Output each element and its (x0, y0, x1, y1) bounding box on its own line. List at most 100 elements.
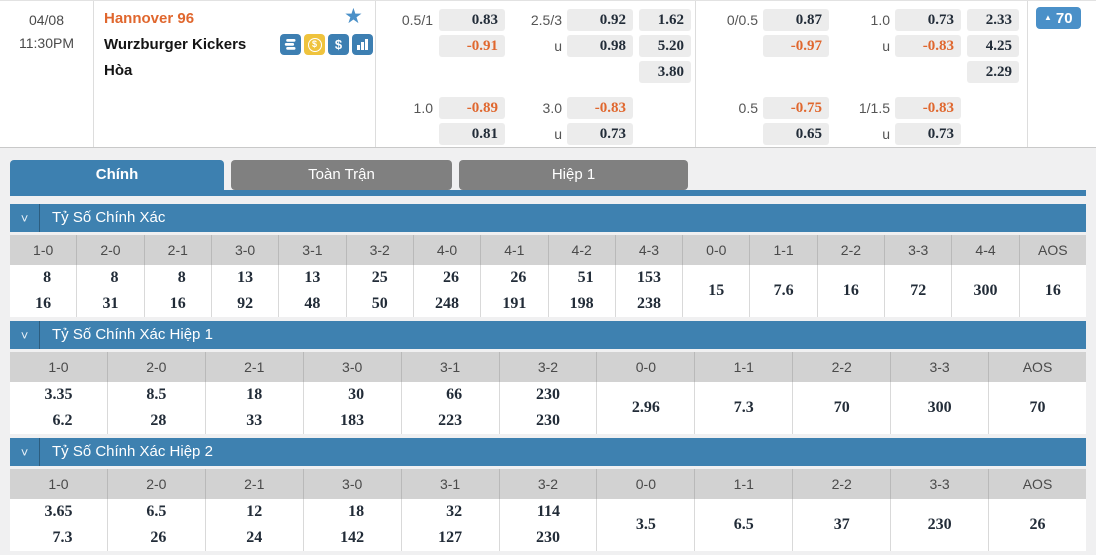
more-markets-badge[interactable]: ▲ 70 (1036, 7, 1081, 29)
over-odds[interactable]: -0.83 (895, 97, 961, 119)
odds-value: 26 (510, 269, 527, 286)
x12-home-odds[interactable]: 2.33 (967, 9, 1019, 31)
odds-value: 2.96 (631, 399, 660, 416)
ou-line-label: 1/1.5 (858, 100, 890, 116)
odds-value: 32 (446, 503, 463, 520)
score-odds-cell[interactable]: 6.5 (695, 499, 794, 551)
chevron-down-icon[interactable]: ˅ (10, 204, 40, 232)
handicap-away-odds[interactable]: -0.97 (763, 35, 829, 57)
x12-away-odds[interactable]: 4.25 (967, 35, 1019, 57)
score-odds-cell[interactable]: 12 24 (206, 499, 304, 551)
score-odds-cell[interactable]: 2.96 (597, 382, 696, 434)
section-title: Tỷ Số Chính Xác Hiệp 1 (52, 326, 213, 343)
x12-home-odds[interactable]: 1.62 (639, 9, 691, 31)
score-odds-cell[interactable]: 8 16 (10, 265, 78, 317)
score-odds-cell[interactable]: 8 16 (145, 265, 212, 317)
score-odds-cell[interactable]: 30 183 (304, 382, 402, 434)
score-odds-cell[interactable]: 70 (793, 382, 892, 434)
odds-value: 8 (177, 269, 186, 286)
score-odds-cell[interactable]: 26 (989, 499, 1086, 551)
under-odds[interactable]: 0.98 (567, 35, 633, 57)
odds-value: 8 (110, 269, 119, 286)
odds-value: 92 (237, 295, 254, 312)
under-odds[interactable]: 0.73 (567, 123, 633, 145)
odds-value: 16 (35, 295, 52, 312)
odds-value: 142 (340, 529, 365, 546)
handicap-home-odds[interactable]: -0.75 (763, 97, 829, 119)
away-team-name[interactable]: Wurzburger Kickers (104, 36, 247, 53)
score-odds-cell[interactable]: 3.35 6.2 (10, 382, 108, 434)
under-odds[interactable]: 0.73 (895, 123, 961, 145)
score-odds-cell[interactable]: 16 (818, 265, 886, 317)
score-column-header: 3-2 (500, 352, 598, 382)
x12-draw-odds[interactable]: 2.29 (967, 61, 1019, 83)
match-date: 04/08 (28, 12, 65, 28)
score-odds-cell[interactable]: 7.6 (750, 265, 818, 317)
handicap-home-odds[interactable]: 0.87 (763, 9, 829, 31)
odds-value: 33 (246, 412, 263, 429)
score-odds-cell[interactable]: 6.5 26 (108, 499, 206, 551)
x12-away-odds[interactable]: 5.20 (639, 35, 691, 57)
match-tools: $ $ (280, 34, 373, 55)
score-odds-cell[interactable]: 13 92 (212, 265, 280, 317)
handicap-home-odds[interactable]: 0.83 (439, 9, 505, 31)
score-odds-cell[interactable]: 8.5 28 (108, 382, 206, 434)
score-odds-cell[interactable]: 51 198 (549, 265, 616, 317)
over-odds[interactable]: 0.73 (895, 9, 961, 31)
handicap-away-odds[interactable]: 0.81 (439, 123, 505, 145)
score-column-header: 3-3 (891, 352, 990, 382)
score-odds-cell[interactable]: 18 33 (206, 382, 304, 434)
score-odds-cell[interactable]: 7.3 (695, 382, 794, 434)
score-odds-cell[interactable]: 25 50 (347, 265, 414, 317)
score-odds-cell[interactable]: 37 (793, 499, 892, 551)
odds-value: 13 (304, 269, 321, 286)
score-odds-cell[interactable]: 16 (1020, 265, 1086, 317)
score-odds-cell[interactable]: 26 248 (414, 265, 482, 317)
score-column-header: 3-1 (402, 469, 500, 499)
chevron-down-icon[interactable]: ˅ (10, 438, 40, 466)
score-odds-cell[interactable]: 300 (891, 382, 990, 434)
score-odds-cell[interactable]: 230 (891, 499, 990, 551)
score-odds-cell[interactable]: 15 (683, 265, 751, 317)
dollar-icon[interactable]: $ (328, 34, 349, 55)
handicap-away-odds[interactable]: -0.91 (439, 35, 505, 57)
chevron-down-icon[interactable]: ˅ (10, 321, 40, 349)
favorite-star-icon[interactable]: ★ (344, 5, 363, 28)
tab-toàn-trận[interactable]: Toàn Trận (231, 160, 452, 190)
correct-score-sections: ˅ Tỷ Số Chính Xác 1-0 2-0 2-1 3-0 3-1 3-2 4-0 4-1… (10, 204, 1086, 551)
score-odds-cell[interactable]: 32 127 (402, 499, 500, 551)
handicap-home-odds[interactable]: -0.89 (439, 97, 505, 119)
odds-value: 15 (708, 282, 725, 299)
score-odds-cell[interactable]: 72 (885, 265, 953, 317)
odds-value: 37 (833, 516, 850, 533)
handicap-line-label: 0.5 (738, 100, 758, 116)
score-column-header: 2-0 (77, 235, 145, 265)
home-team-name[interactable]: Hannover 96 (104, 10, 195, 27)
score-odds-cell[interactable]: 114 230 (500, 499, 598, 551)
odds-value: 70 (833, 399, 850, 416)
score-odds-cell[interactable]: 66 223 (402, 382, 500, 434)
score-odds-cell[interactable]: 153 238 (616, 265, 684, 317)
score-odds-cell[interactable]: 8 31 (77, 265, 145, 317)
over-odds[interactable]: -0.83 (567, 97, 633, 119)
score-odds-cell[interactable]: 70 (989, 382, 1086, 434)
odds-value: 230 (535, 386, 560, 403)
score-odds-cell[interactable]: 18 142 (304, 499, 402, 551)
score-odds-cell[interactable]: 3.5 (597, 499, 696, 551)
score-column-header: 1-0 (10, 469, 108, 499)
x12-draw-odds[interactable]: 3.80 (639, 61, 691, 83)
score-odds-cell[interactable]: 26 191 (481, 265, 549, 317)
tab-hiệp-1[interactable]: Hiệp 1 (459, 160, 688, 190)
score-odds-cell[interactable]: 3.65 7.3 (10, 499, 108, 551)
cash-out-coin-icon[interactable]: $ (304, 34, 325, 55)
over-odds[interactable]: 0.92 (567, 9, 633, 31)
score-odds-cell[interactable]: 230 230 (500, 382, 598, 434)
handicap-away-odds[interactable]: 0.65 (763, 123, 829, 145)
stats-bars-icon[interactable] (352, 34, 373, 55)
banknote-stack-icon[interactable] (280, 34, 301, 55)
under-odds[interactable]: -0.83 (895, 35, 961, 57)
score-column-header: 4-3 (616, 235, 684, 265)
score-odds-cell[interactable]: 300 (952, 265, 1020, 317)
score-odds-cell[interactable]: 13 48 (279, 265, 347, 317)
score-header-row: 1-0 2-0 2-1 3-0 3-1 3-2 4-0 4-1 4-2 4-3 0-0 1-1 2-2 3… (10, 235, 1086, 265)
